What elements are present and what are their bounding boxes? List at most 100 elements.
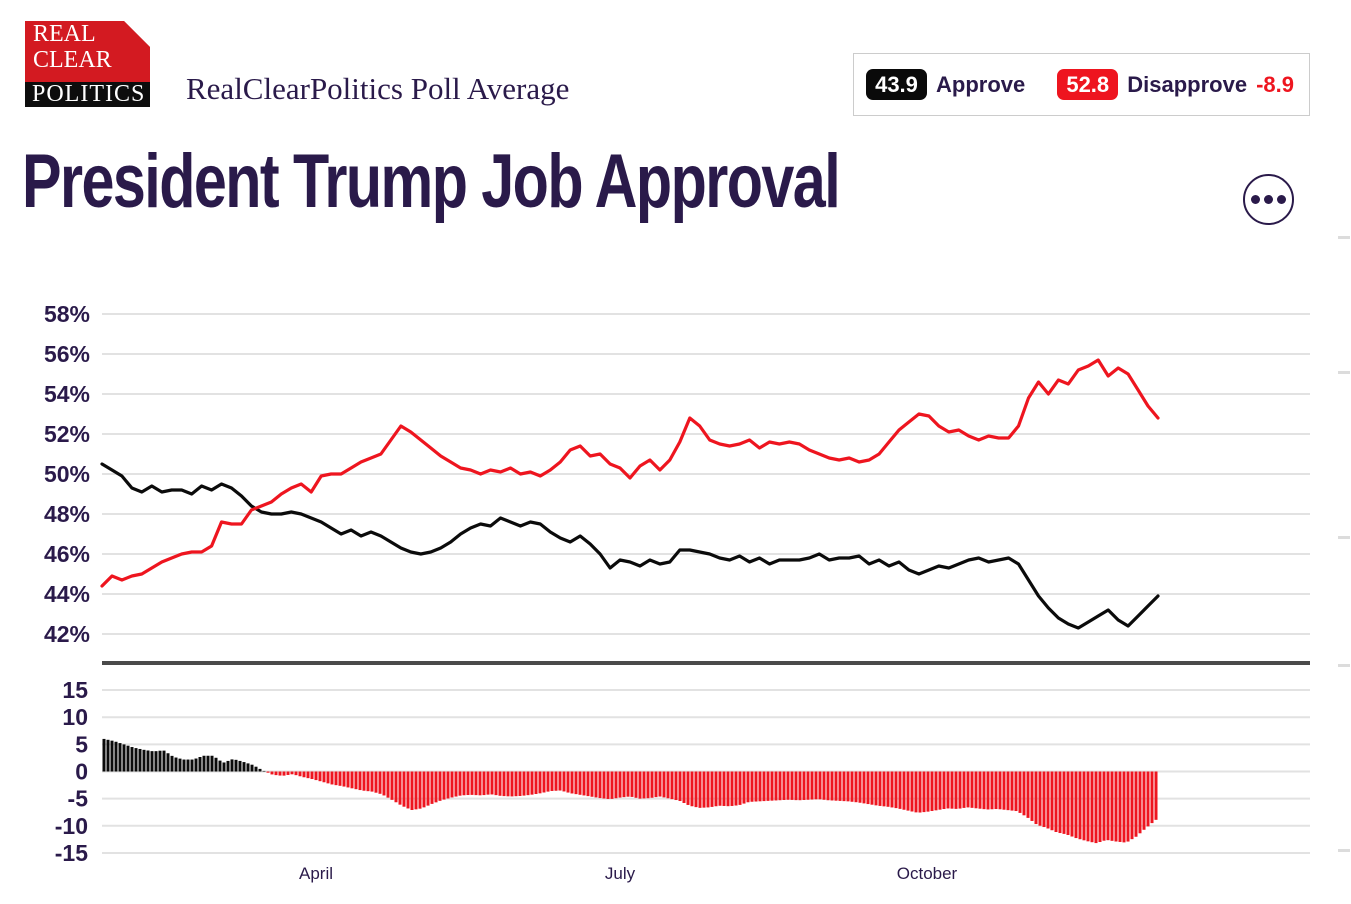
disapprove-label: Disapprove <box>1127 71 1248 97</box>
spread-bar <box>382 771 386 796</box>
spread-bar <box>890 771 894 808</box>
spread-bar <box>510 771 514 797</box>
rcp-logo[interactable]: REAL CLEAR POLITICS <box>25 21 150 107</box>
spread-bar <box>970 771 974 808</box>
y-axis-tick-label: 54% <box>44 381 90 407</box>
spread-bar <box>846 771 850 802</box>
spread-bar <box>486 771 490 795</box>
spread-bar <box>830 771 834 801</box>
y-axis-tick-label: 42% <box>44 621 90 647</box>
right-edge-tick <box>1338 664 1350 667</box>
spread-bar <box>346 771 350 788</box>
spread-bar <box>614 771 618 799</box>
y-axis-tick-label: 58% <box>44 301 90 327</box>
spread-bar <box>522 771 526 796</box>
spread-bar <box>650 771 654 798</box>
spread-bar <box>310 771 314 780</box>
spread-bar <box>670 771 674 800</box>
spread-bar <box>1018 771 1022 813</box>
spread-bar <box>814 771 818 800</box>
spread-bar <box>562 771 566 792</box>
y-axis-tick-label: -10 <box>55 813 88 839</box>
spread-bar <box>250 764 254 772</box>
spread-bar <box>234 759 238 772</box>
spread-bar <box>778 771 782 801</box>
spread-bar <box>474 771 478 796</box>
spread-bar <box>1010 771 1014 811</box>
options-menu-button[interactable] <box>1243 174 1294 225</box>
spread-bar <box>1122 771 1126 843</box>
spread-bar <box>762 771 766 802</box>
spread-bar <box>274 771 278 776</box>
spread-bar <box>258 768 262 772</box>
y-axis-tick-label: 15 <box>62 677 88 703</box>
spread-bar <box>958 771 962 809</box>
spread-bar <box>810 771 814 800</box>
panel-separator-line <box>102 661 1310 665</box>
y-axis-tick-label: 5 <box>75 731 88 757</box>
spread-bar <box>626 771 630 797</box>
approve-value-chip: 43.9 <box>866 69 927 100</box>
y-axis-tick-label: 48% <box>44 501 90 527</box>
ellipsis-icon <box>1251 195 1286 204</box>
spread-bar <box>122 744 126 772</box>
spread-bar <box>986 771 990 810</box>
spread-bar <box>618 771 622 798</box>
spread-bar <box>410 771 414 810</box>
spread-bar <box>850 771 854 802</box>
spread-bar <box>478 771 482 796</box>
spread-bar <box>854 771 858 803</box>
spread-bar <box>218 760 222 772</box>
spread-bar <box>454 771 458 797</box>
spread-bar <box>1042 771 1046 828</box>
spread-bar <box>738 771 742 805</box>
spread-bar <box>330 771 334 785</box>
spread-bar <box>550 771 554 791</box>
spread-bar <box>622 771 626 798</box>
spread-bar <box>1078 771 1082 840</box>
spread-bar <box>482 771 486 796</box>
spread-bar <box>490 771 494 795</box>
spread-bar <box>214 757 218 772</box>
spread-bar <box>942 771 946 810</box>
spread-bar <box>938 771 942 810</box>
spread-bar <box>226 760 230 772</box>
spread-bar <box>834 771 838 801</box>
x-axis-month-label: July <box>605 864 636 883</box>
page-title: President Trump Job Approval <box>22 139 841 224</box>
spread-bar <box>722 771 726 806</box>
spread-bar <box>102 738 106 772</box>
spread-bar <box>914 771 918 813</box>
spread-bar <box>570 771 574 794</box>
spread-bar <box>894 771 898 809</box>
spread-bar <box>514 771 518 797</box>
y-axis-tick-label: 46% <box>44 541 90 567</box>
spread-bar <box>1070 771 1074 837</box>
disapprove-line <box>100 358 1160 588</box>
spread-bar <box>566 771 570 793</box>
spread-bar <box>578 771 582 795</box>
spread-bar <box>594 771 598 798</box>
spread-bar <box>646 771 650 799</box>
spread-bar <box>874 771 878 806</box>
spread-bar <box>294 771 298 776</box>
spread-bar <box>710 771 714 807</box>
spread-bar <box>538 771 542 794</box>
spread-bar <box>1066 771 1070 835</box>
spread-bar <box>766 771 770 801</box>
spread-bar <box>174 757 178 772</box>
x-axis-month-label: October <box>897 864 958 883</box>
spread-bar <box>350 771 354 789</box>
spread-bar <box>774 771 778 801</box>
spread-bar <box>106 739 110 772</box>
spread-bar <box>694 771 698 808</box>
spread-bar <box>806 771 810 800</box>
spread-bar <box>1082 771 1086 841</box>
spread-bar <box>518 771 522 796</box>
spread-bar <box>950 771 954 809</box>
spread-bar <box>462 771 466 796</box>
spread-bar <box>610 771 614 799</box>
spread-bar <box>638 771 642 799</box>
spread-bar <box>842 771 846 802</box>
spread-bar <box>858 771 862 803</box>
